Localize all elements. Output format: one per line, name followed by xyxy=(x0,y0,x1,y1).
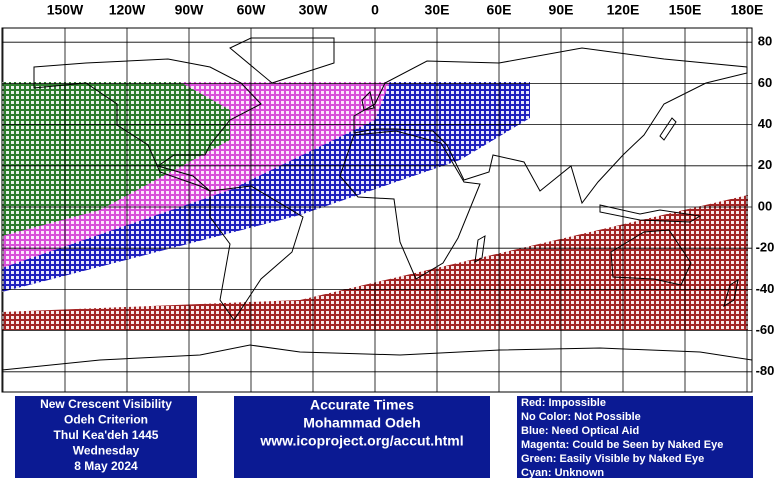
legend-line: No Color: Not Possible xyxy=(521,411,641,423)
latitude-labels: 80 60 40 20 00 -20 -40 -60 -80 xyxy=(756,34,775,379)
latitude-label: -80 xyxy=(756,363,775,378)
info-line: Odeh Criterion xyxy=(64,413,148,427)
map-area xyxy=(2,28,752,392)
longitude-label: 120E xyxy=(607,2,640,18)
info-line: Wednesday xyxy=(73,444,140,458)
legend-line: Magenta: Could be Seen by Naked Eye xyxy=(521,439,723,451)
graticule xyxy=(2,28,752,392)
longitude-label: 120W xyxy=(109,2,146,18)
latitude-label: 20 xyxy=(758,157,772,172)
legend-text: Red: Impossible No Color: Not Possible Blu… xyxy=(521,397,723,479)
indonesia xyxy=(599,204,702,223)
credit-box xyxy=(234,396,490,478)
red-zone xyxy=(2,195,748,330)
japan xyxy=(659,117,677,141)
legend-box xyxy=(517,396,753,478)
info-text: New Crescent Visibility Odeh CriterionThu… xyxy=(40,397,172,473)
longitude-label: 0 xyxy=(371,2,379,18)
madagascar xyxy=(474,235,486,263)
latitude-label: 80 xyxy=(758,34,772,49)
info-line: 8 May 2024 xyxy=(74,459,138,473)
info-box xyxy=(15,396,197,478)
info-line: New Crescent Visibility xyxy=(40,397,172,411)
legend-line: Cyan: Unknown xyxy=(521,467,604,479)
longitude-label: 150E xyxy=(669,2,702,18)
credit-line: Accurate Times xyxy=(310,397,414,413)
longitude-label: 30E xyxy=(425,2,450,18)
british-isles xyxy=(361,91,375,111)
longitude-label: 90W xyxy=(175,2,205,18)
longitude-labels: 150W 120W 90W 60W 30W 0 30E 60E 90E 120E 150E 180E xyxy=(47,2,764,18)
new-zealand xyxy=(723,278,739,308)
australia xyxy=(610,229,692,286)
greenland xyxy=(229,37,335,84)
latitude-label: 00 xyxy=(758,198,772,213)
legend-line: Red: Impossible xyxy=(521,397,606,409)
latitude-label: -60 xyxy=(756,322,775,337)
longitude-label: 90E xyxy=(549,2,574,18)
credit-text: Accurate Times Mohammad Odeh www.icoprojec… xyxy=(259,397,463,449)
legend-line: Blue: Need Optical Aid xyxy=(521,425,639,437)
credit-line: Mohammad Odeh xyxy=(303,415,420,431)
credit-line: www.icoproject.org/accut.html xyxy=(259,433,463,449)
eurasia xyxy=(353,47,748,205)
latitude-label: -20 xyxy=(756,240,775,255)
africa xyxy=(339,130,481,280)
antarctica xyxy=(2,344,752,371)
coastlines xyxy=(2,37,752,371)
latitude-label: 60 xyxy=(758,75,772,90)
north-america xyxy=(33,58,262,192)
longitude-label: 180E xyxy=(731,2,764,18)
longitude-label: 150W xyxy=(47,2,84,18)
longitude-label: 60E xyxy=(487,2,512,18)
longitude-label: 60W xyxy=(237,2,267,18)
latitude-label: 40 xyxy=(758,116,772,131)
south-america xyxy=(209,185,304,321)
latitude-label: -40 xyxy=(756,281,775,296)
green-zone xyxy=(2,82,230,236)
legend-line: Green: Easily Visible by Naked Eye xyxy=(521,453,704,465)
info-line: Thul Kea'deh 1445 xyxy=(54,428,159,442)
longitude-label: 30W xyxy=(299,2,329,18)
